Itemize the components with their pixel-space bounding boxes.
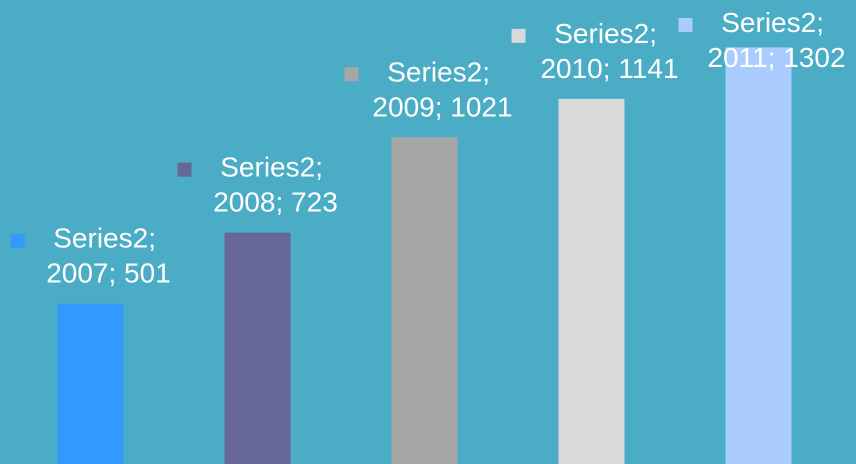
data-label-line: Series2; [387, 57, 498, 88]
data-label-line: Series2; [220, 152, 331, 183]
bar [725, 47, 792, 464]
label-marker [177, 162, 192, 177]
data-label-line: Series2; [53, 223, 164, 254]
data-label: Series2; 2007; 501 [46, 223, 171, 289]
data-label: Series2; 2008; 723 [213, 152, 338, 218]
bar [224, 232, 291, 464]
data-label-line: 2008; 723 [213, 187, 338, 218]
label-marker [10, 233, 25, 248]
data-label-line: 2009; 1021 [372, 92, 512, 123]
data-label-line: Series2; [554, 18, 665, 49]
label-marker [344, 67, 359, 82]
bar [558, 98, 625, 464]
data-label: Series2; 2011; 1302 [707, 7, 845, 73]
data-label-line: Series2; [721, 7, 832, 38]
data-label: Series2; 2010; 1141 [540, 18, 678, 84]
bar [57, 303, 124, 464]
data-label: Series2; 2009; 1021 [372, 57, 512, 123]
data-label-line: 2007; 501 [46, 258, 171, 289]
data-label-line: 2010; 1141 [540, 53, 678, 84]
label-marker [678, 18, 693, 32]
data-label-line: 2011; 1302 [707, 42, 845, 73]
label-marker [511, 28, 526, 43]
bar [391, 137, 458, 464]
